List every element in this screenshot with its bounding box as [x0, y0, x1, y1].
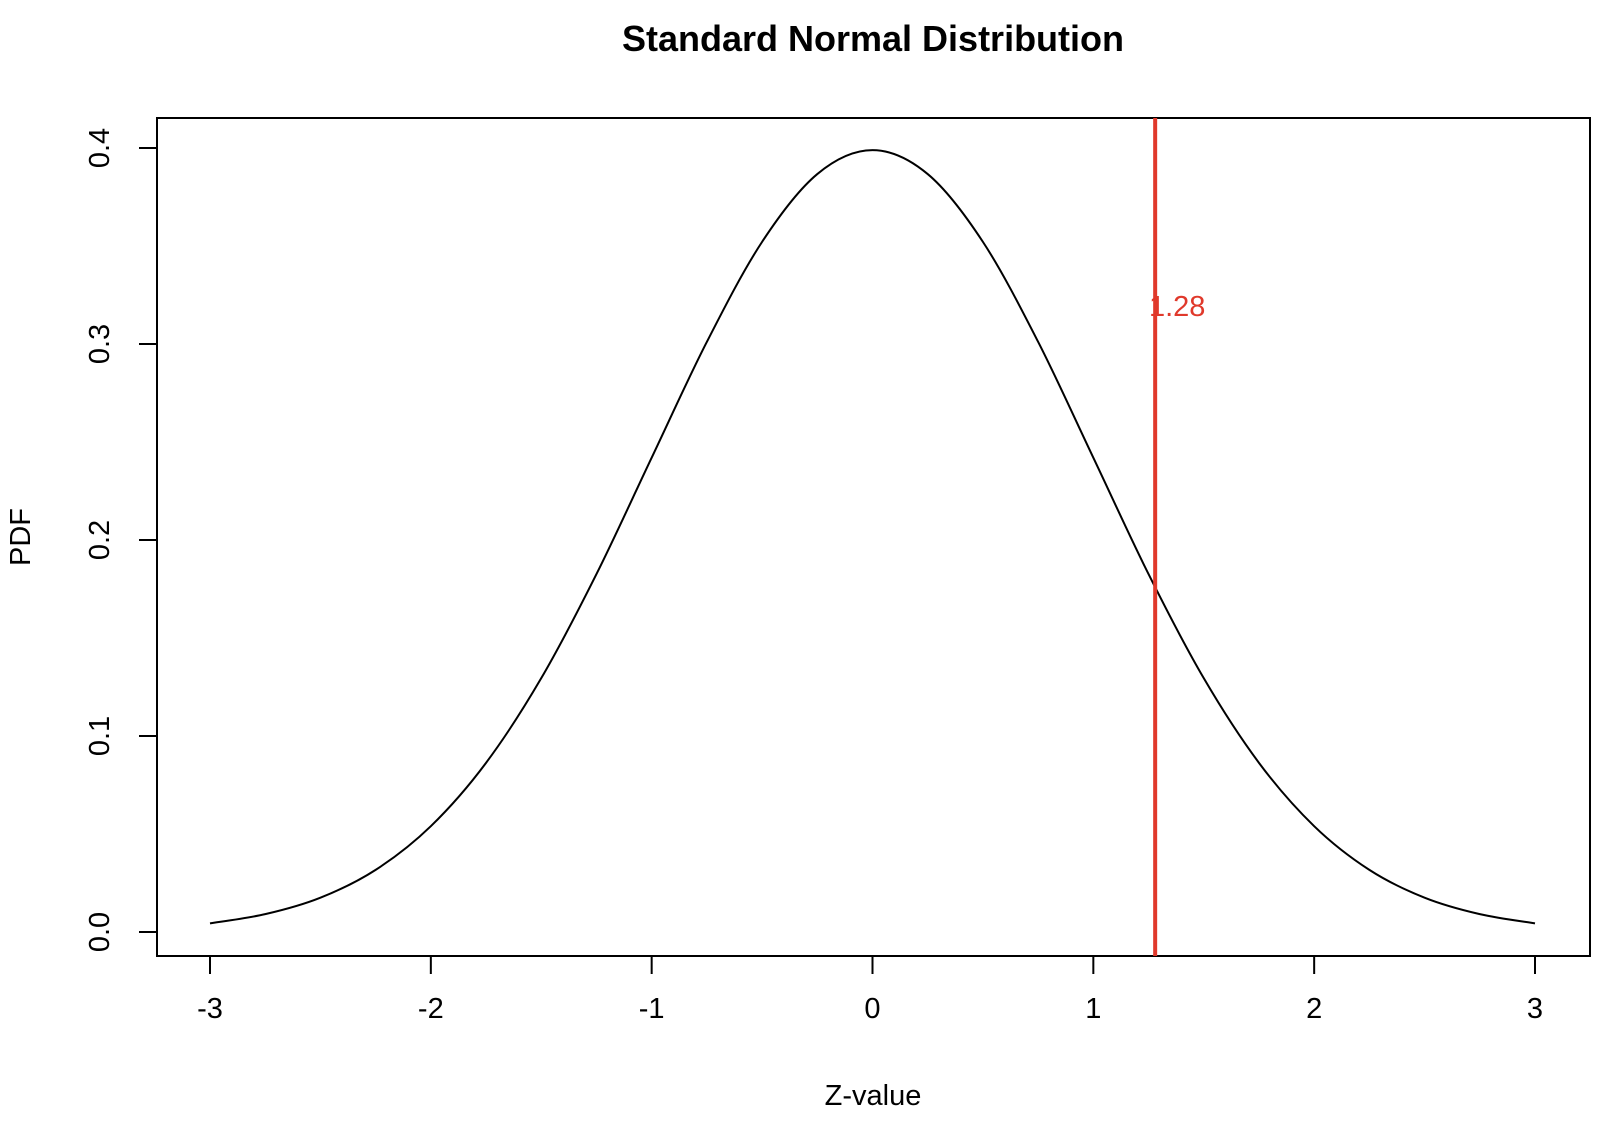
x-tick-label: -1: [639, 993, 665, 1025]
reference-line-label: 1.28: [1149, 291, 1205, 323]
plot-frame: [156, 117, 1591, 957]
series-layer: [209, 149, 1536, 925]
y-axis-label: PDF: [5, 508, 37, 566]
pdf-curve: [209, 149, 1536, 925]
x-tick-label: 2: [1306, 993, 1322, 1025]
y-tick-label: 0.2: [84, 520, 116, 560]
annotation-layer: 1.28: [1149, 118, 1205, 956]
y-tick-label: 0.4: [84, 128, 116, 168]
y-axis: 0.0 0.1 0.2 0.3 0.4: [84, 128, 157, 952]
x-tick-label: -2: [418, 993, 444, 1025]
x-axis-label: Z-value: [825, 1080, 922, 1112]
x-tick-label: 0: [864, 993, 880, 1025]
y-tick-label: 0.0: [84, 912, 116, 952]
x-axis: -3 -2 -1 0 1 2 3: [197, 956, 1543, 1025]
y-tick-label: 0.1: [84, 716, 116, 756]
x-tick-label: 3: [1527, 993, 1543, 1025]
x-tick-label: -3: [197, 993, 223, 1025]
x-tick-label: 1: [1085, 993, 1101, 1025]
y-tick-label: 0.3: [84, 324, 116, 364]
chart-title: Standard Normal Distribution: [622, 18, 1124, 59]
